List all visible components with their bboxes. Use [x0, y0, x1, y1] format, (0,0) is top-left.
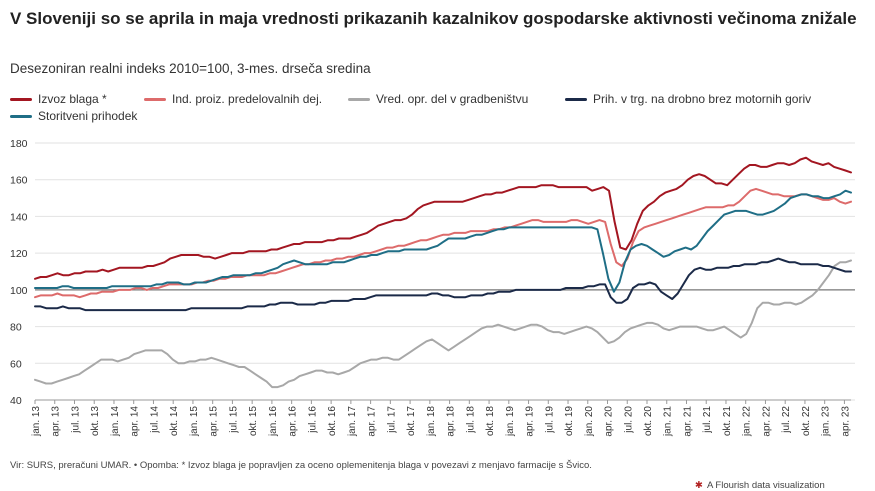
x-tick-label: apr. 20 [604, 406, 615, 437]
x-tick-label: jan. 13 [31, 406, 42, 437]
y-tick-label: 80 [10, 322, 22, 334]
x-tick-label: jan. 17 [347, 406, 358, 437]
source-note: Vir: SURS, preračuni UMAR. • Opomba: * I… [10, 460, 592, 471]
chart-title: V Sloveniji so se aprila in maja vrednos… [10, 9, 857, 28]
x-tick-label: apr. 21 [682, 406, 693, 437]
x-tick-label: okt. 20 [643, 406, 654, 436]
x-tick-label: jul. 19 [544, 406, 555, 434]
x-tick-label: apr. 13 [51, 406, 62, 437]
x-tick-label: jul. 13 [70, 406, 81, 434]
x-tick-label: jul. 15 [228, 406, 239, 434]
x-tick-label: jan. 19 [505, 406, 516, 437]
x-tick-label: okt. 14 [169, 406, 180, 436]
x-tick-label: jul. 20 [623, 406, 634, 434]
x-tick-label: okt. 15 [248, 406, 259, 436]
legend-label: Prih. v trg. na drobno brez motornih gor… [593, 92, 812, 106]
y-tick-label: 160 [10, 175, 28, 187]
x-tick-label: apr. 22 [761, 406, 772, 437]
y-tick-label: 120 [10, 248, 28, 260]
y-tick-label: 140 [10, 211, 28, 223]
legend-item[interactable]: Vred. opr. del v gradbeništvu [348, 92, 528, 106]
x-tick-label: okt. 19 [564, 406, 575, 436]
flourish-credit[interactable]: ✱ A Flourish data visualization [695, 480, 825, 491]
x-tick-label: jan. 16 [268, 406, 279, 437]
x-tick-label: okt. 13 [90, 406, 101, 436]
y-tick-label: 60 [10, 358, 22, 370]
legend-item[interactable]: Prih. v trg. na drobno brez motornih gor… [565, 92, 811, 106]
legend-label: Storitveni prihodek [38, 109, 138, 123]
legend-item[interactable]: Izvoz blaga * [10, 92, 107, 106]
x-tick-label: jul. 22 [781, 406, 792, 434]
flourish-credit-label: A Flourish data visualization [706, 480, 825, 491]
x-tick-label: jan. 18 [426, 406, 437, 437]
series-line [34, 259, 852, 389]
legend-swatch [348, 97, 370, 101]
x-tick-label: apr. 19 [525, 406, 536, 437]
x-tick-label: apr. 18 [446, 406, 457, 437]
x-tick-label: jan. 15 [189, 406, 200, 437]
x-tick-label: jul. 14 [149, 406, 160, 434]
flourish-logo-icon: ✱ [695, 480, 703, 491]
legend-label: Ind. proiz. predelovalnih dej. [172, 92, 323, 106]
legend-swatch [144, 97, 166, 101]
y-tick-label: 100 [10, 285, 28, 297]
series-line [34, 156, 852, 280]
legend-item[interactable]: Ind. proiz. predelovalnih dej. [144, 92, 322, 106]
y-tick-label: 180 [10, 138, 28, 150]
y-tick-label: 40 [10, 395, 22, 407]
x-tick-label: apr. 23 [840, 406, 851, 437]
x-tick-label: jul. 21 [702, 406, 713, 434]
x-tick-label: okt. 18 [485, 406, 496, 436]
x-tick-label: apr. 15 [209, 406, 220, 437]
x-tick-label: okt. 16 [327, 406, 338, 436]
x-tick-label: jan. 21 [663, 406, 674, 437]
legend-label: Vred. opr. del v gradbeništvu [376, 92, 529, 106]
legend-swatch [10, 97, 32, 101]
x-tick-label: jan. 22 [742, 406, 753, 437]
x-tick-label: apr. 14 [130, 406, 141, 437]
x-tick-label: jan. 20 [584, 406, 595, 437]
x-tick-label: jul. 16 [307, 406, 318, 434]
x-tick-label: jan. 23 [821, 406, 832, 437]
series-line [34, 189, 852, 293]
x-tick-label: jul. 17 [386, 406, 397, 434]
x-tick-label: okt. 21 [722, 406, 733, 436]
x-tick-label: jan. 14 [110, 406, 121, 437]
x-tick-label: apr. 17 [367, 406, 378, 437]
series-line [34, 257, 852, 312]
x-tick-label: jul. 18 [465, 406, 476, 434]
legend-swatch [565, 97, 587, 101]
x-tick-label: okt. 22 [801, 406, 812, 436]
x-tick-label: okt. 17 [406, 406, 417, 436]
legend-swatch [10, 114, 32, 118]
legend-label: Izvoz blaga * [38, 92, 107, 106]
legend-item[interactable]: Storitveni prihodek [10, 109, 137, 123]
chart-subtitle: Desezoniran realni indeks 2010=100, 3-me… [10, 61, 371, 76]
series-line [34, 187, 852, 299]
x-tick-label: apr. 16 [288, 406, 299, 437]
